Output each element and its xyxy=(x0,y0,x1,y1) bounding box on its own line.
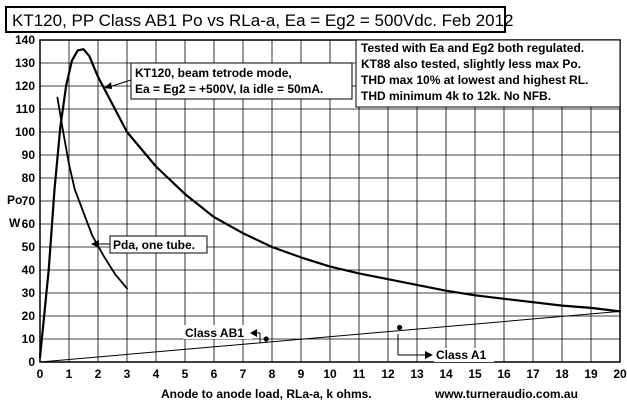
x-tick-label: 17 xyxy=(526,367,540,381)
x-tick-label: 13 xyxy=(410,367,424,381)
x-tick-label: 19 xyxy=(584,367,598,381)
y-tick-label: 30 xyxy=(22,286,36,300)
y-tick-label: 90 xyxy=(22,148,36,162)
kt120-label-line2: Ea = Eg2 = +500V, Ia idle = 50mA. xyxy=(135,82,323,96)
source-url: www.turneraudio.com.au xyxy=(434,387,578,401)
y-tick-label: 60 xyxy=(22,217,36,231)
chart-title: KT120, PP Class AB1 Po vs RLa-a, Ea = Eg… xyxy=(12,11,514,30)
notes-box xyxy=(355,39,621,108)
y-tick-label: 130 xyxy=(15,56,35,70)
boundary-marker xyxy=(397,324,403,331)
pda-label: Pda, one tube. xyxy=(113,238,195,252)
y-axis-label-po: Po xyxy=(7,193,22,207)
x-tick-label: 15 xyxy=(468,367,482,381)
x-tick-label: 9 xyxy=(298,367,305,381)
y-tick-label: 70 xyxy=(22,194,36,208)
class-a1-label: Class A1 xyxy=(436,348,487,362)
y-tick-label: 0 xyxy=(28,355,35,369)
class-ab1-bg xyxy=(183,325,252,339)
x-tick-label: 8 xyxy=(269,367,276,381)
note-line-3: THD max 10% at lowest and highest RL. xyxy=(361,73,588,87)
class-boundary-line xyxy=(39,310,621,363)
x-tick-label: 6 xyxy=(211,367,218,381)
y-tick-label: 100 xyxy=(15,125,35,139)
x-tick-label: 0 xyxy=(37,367,44,381)
x-tick-label: 12 xyxy=(381,367,395,381)
x-tick-label: 7 xyxy=(240,367,247,381)
x-tick-label: 14 xyxy=(439,367,453,381)
y-tick-label: 10 xyxy=(22,332,36,346)
note-line-1: Tested with Ea and Eg2 both regulated. xyxy=(361,41,584,55)
y-tick-label: 110 xyxy=(16,102,36,116)
y-tick-label: 40 xyxy=(22,263,36,277)
kt120-box xyxy=(130,62,353,100)
x-tick-label: 11 xyxy=(353,367,366,381)
x-tick-label: 5 xyxy=(182,367,189,381)
note-line-2: KT88 also tested, slightly less max Po. xyxy=(361,57,581,71)
y-tick-label: 20 xyxy=(22,309,36,323)
x-tick-label: 18 xyxy=(555,367,569,381)
x-tick-label: 4 xyxy=(153,367,160,381)
a1-arrowhead xyxy=(425,351,433,359)
kt120-arrowhead xyxy=(104,82,112,89)
kt120-label-line1: KT120, beam tetrode mode, xyxy=(135,66,292,80)
boundary-marker xyxy=(263,336,269,342)
tick-labels: 0 1 2 3 4 5 6 7 8 9 10 11 12 13 14 15 16 17 18 19 2001020304… xyxy=(15,33,627,381)
x-tick-label: 10 xyxy=(323,367,337,381)
pda-curve xyxy=(56,96,128,290)
y-tick-label: 120 xyxy=(15,79,35,93)
ab1-arrowhead xyxy=(250,329,257,337)
class-a1-bg xyxy=(434,348,494,362)
x-tick-label: 16 xyxy=(497,367,511,381)
x-tick-label: 3 xyxy=(124,367,131,381)
x-tick-label: 2 xyxy=(95,367,102,381)
series xyxy=(38,48,622,363)
x-tick-label: 1 xyxy=(66,367,73,381)
note-line-4: THD minimum 4k to 12k. No NFB. xyxy=(361,89,551,103)
class-ab1-label: Class AB1 xyxy=(185,326,244,340)
y-tick-label: 50 xyxy=(22,240,36,254)
y-tick-label: 140 xyxy=(15,33,35,47)
y-tick-label: 80 xyxy=(22,171,36,185)
title-box xyxy=(5,6,506,33)
y-axis-label-w: W xyxy=(9,216,21,230)
x-axis-label: Anode to anode load, RLa-a, k ohms. xyxy=(161,387,372,401)
x-tick-label: 20 xyxy=(613,367,627,381)
pda-arrowhead xyxy=(91,240,99,248)
po-curve xyxy=(38,48,622,359)
